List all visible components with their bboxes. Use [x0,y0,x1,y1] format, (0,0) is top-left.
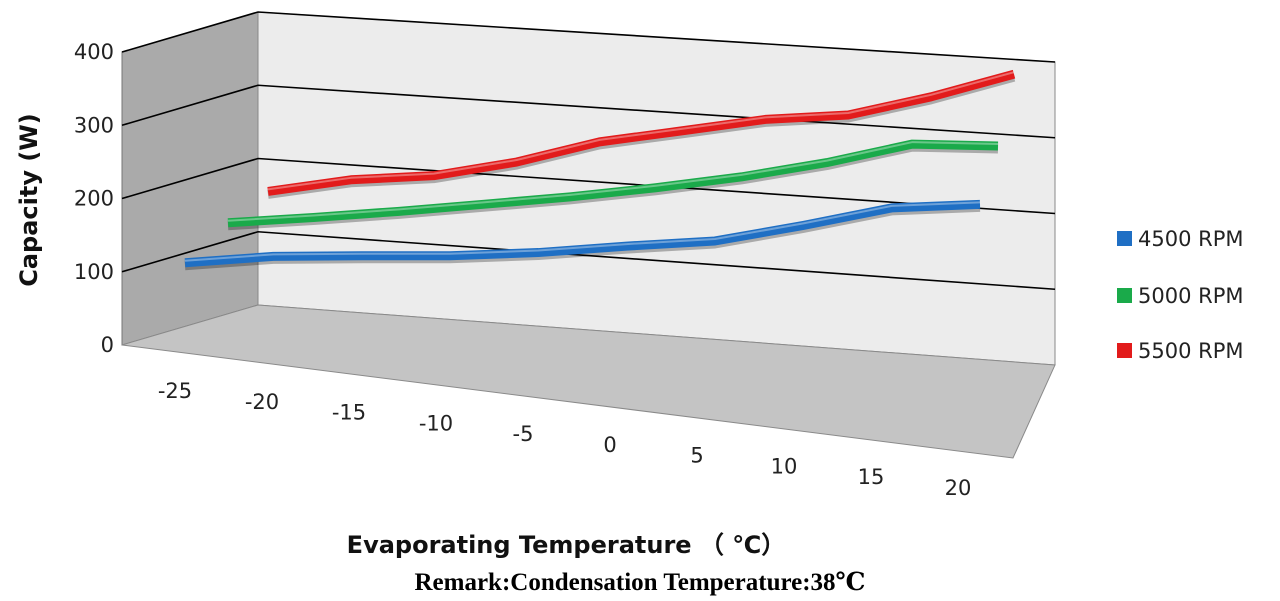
series-layer [184,69,1016,271]
gridline [121,230,1056,291]
series-ribbon [267,69,1016,196]
legend-swatch [1117,288,1132,303]
x-axis-title: Evaporating Temperature （ ℃） [347,531,786,559]
legend-swatch [1117,231,1132,246]
series-ribbon [184,199,981,268]
y-tick-label: 300 [74,113,114,137]
series-line-5000-rpm [227,139,999,231]
x-tick-label: 0 [603,433,616,457]
x-tick-label: 15 [858,465,885,489]
x-tick-label: -20 [245,390,279,414]
x-tick-label: -5 [513,422,534,446]
legend-label: 5500 RPM [1138,339,1244,363]
x-axis-ticks: -25 -20 -15 -10 -5 0 5 10 15 20 [158,379,972,500]
y-tick-label: 100 [74,260,114,284]
series-line-5500-rpm [267,69,1016,199]
series-highlight [184,201,981,262]
series-highlight [267,71,1015,191]
y-axis-title: Capacity (W) [15,113,43,287]
series-highlight [227,141,999,222]
series-line-4500-rpm [184,199,981,271]
y-tick-label: 0 [101,333,114,357]
x-tick-label: 5 [690,444,703,468]
y-axis-ticks: 0 100 200 300 400 [74,40,114,357]
y-tick-label: 400 [74,40,114,64]
x-tick-label: -15 [332,401,366,425]
legend-label: 5000 RPM [1138,284,1244,308]
x-tick-label: -25 [158,379,192,403]
x-tick-label: 20 [945,476,972,500]
remark-text: Remark:Condensation Temperature:38℃ [414,569,865,596]
gridline [121,157,1056,215]
x-tick-label: 10 [771,454,798,478]
legend-label: 4500 RPM [1138,227,1244,251]
series-ribbon [227,139,999,228]
floor [121,304,1056,459]
legend: 4500 RPM 5000 RPM 5500 RPM [1117,227,1244,363]
y-tick-label: 200 [74,187,114,211]
x-tick-label: -10 [419,411,453,435]
legend-swatch [1117,343,1132,358]
gridline [121,11,1056,63]
